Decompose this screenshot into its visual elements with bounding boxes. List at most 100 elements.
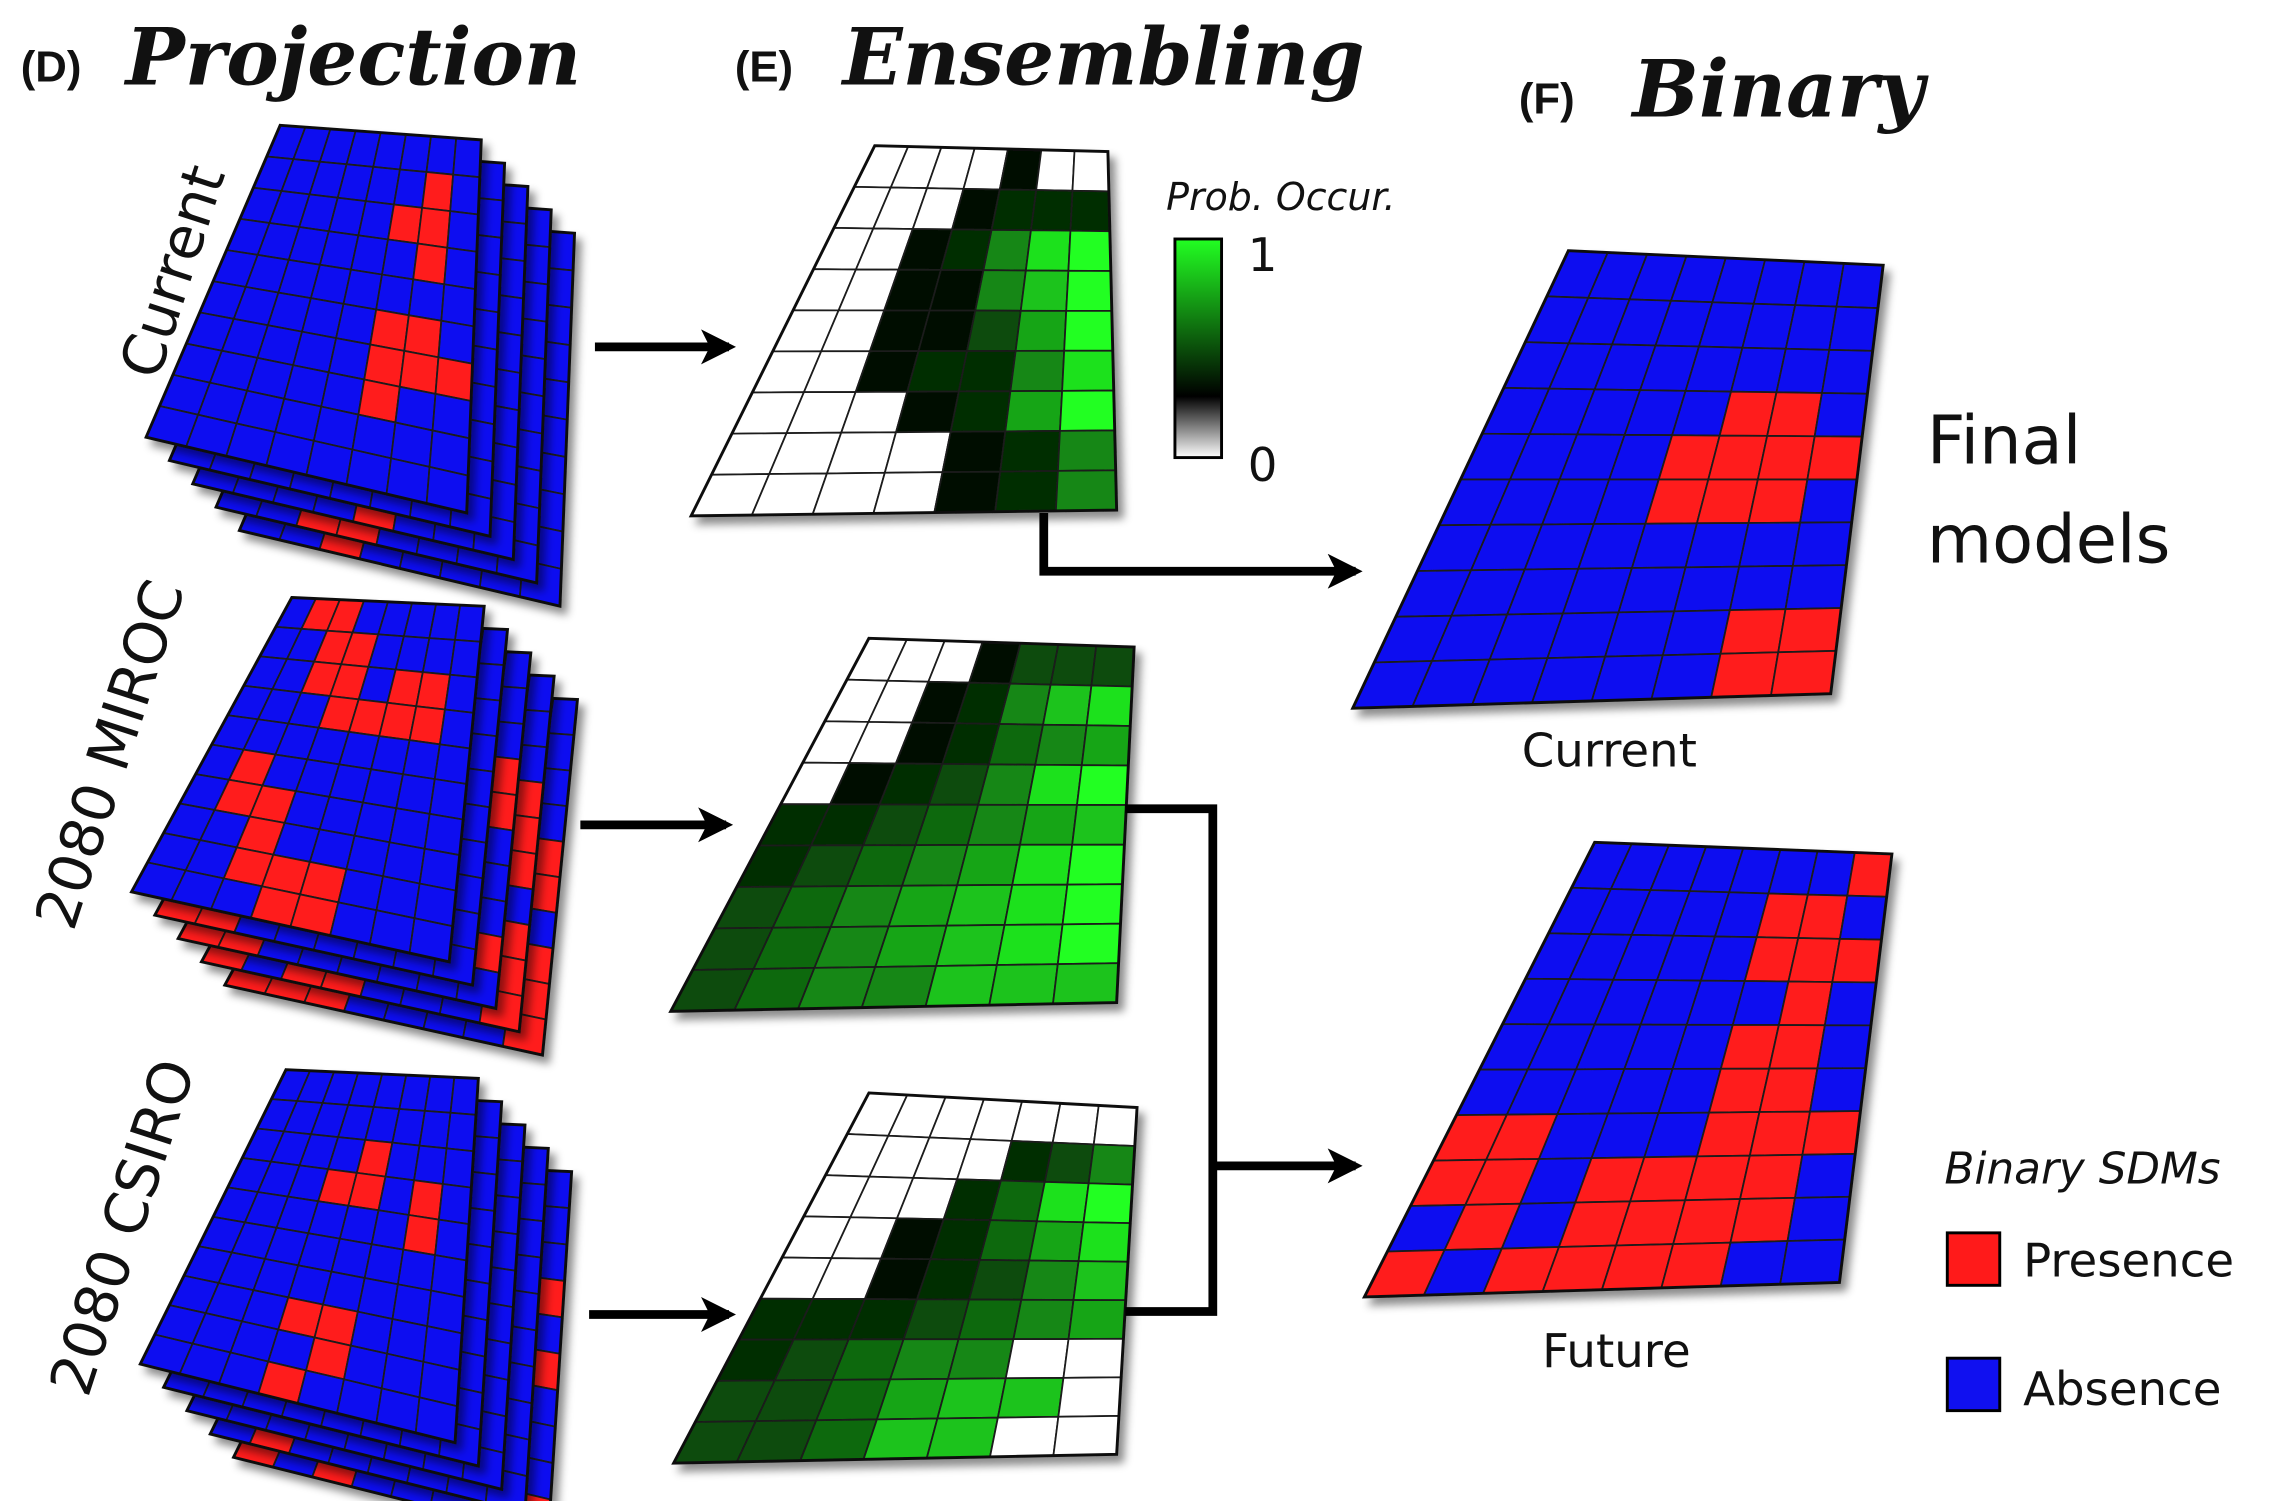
grid-cell	[957, 1298, 1023, 1341]
grid-cell	[977, 763, 1037, 806]
binary-legend: Binary SDMs Presence Absence	[1944, 1143, 2234, 1416]
panel-title-projection: (D) Projection	[21, 11, 581, 104]
grid-cell	[370, 1209, 410, 1251]
grid-outline	[688, 144, 1119, 518]
grid-cell	[1777, 980, 1834, 1027]
grid-cell	[1063, 309, 1114, 352]
grid-cell	[1786, 1195, 1851, 1242]
colorbar-max-label: 1	[1248, 228, 1278, 282]
colorbar-title: Prob. Occur.	[1166, 175, 1395, 219]
probability-colorbar: Prob. Occur. 1 0	[1166, 175, 1395, 492]
grid-cell	[1051, 1102, 1100, 1146]
grid-cell	[408, 705, 446, 746]
grid-cell	[416, 206, 452, 249]
projection-layer	[144, 123, 483, 515]
projection-layer	[138, 1068, 480, 1445]
grid-cell	[1673, 565, 1741, 613]
grid-cell	[1003, 883, 1069, 926]
panel-letter-e: (E)	[735, 43, 793, 92]
grid-cell	[430, 1254, 468, 1299]
grid-cell	[1043, 1141, 1095, 1185]
grid-cell	[872, 471, 944, 515]
grid-outline	[1350, 249, 1885, 710]
grid-cell	[407, 278, 446, 322]
grid-cell	[401, 739, 441, 781]
grid-cell	[1816, 1024, 1872, 1070]
grid-cell	[381, 238, 419, 281]
grid-cell	[989, 1179, 1046, 1223]
grid-cell	[1784, 304, 1838, 351]
grid-cell	[946, 1338, 1015, 1380]
projection-stack-2080-csiro	[138, 1068, 574, 1501]
grid-cell	[1052, 1415, 1120, 1457]
binary-map-current	[1350, 249, 1885, 710]
grid-cell	[402, 1213, 440, 1257]
grid-cell	[441, 1147, 475, 1189]
grid-cell	[440, 283, 477, 328]
grid-outline	[1361, 840, 1894, 1299]
grid-cell	[1061, 883, 1124, 926]
panel-title-ensembling: (E) Ensembling	[735, 11, 1365, 104]
grid-outline	[129, 595, 486, 964]
projection-stack-2080-miroc	[129, 595, 580, 1057]
grid-cell	[449, 638, 482, 679]
grid-cell	[1695, 478, 1759, 525]
grid-cell	[1069, 189, 1111, 233]
grid-cell	[1747, 478, 1809, 524]
grid-cell	[1041, 683, 1093, 727]
panel-letter-f: (F)	[1519, 75, 1575, 124]
grid-cell	[988, 1415, 1060, 1458]
grid-cell	[1057, 1376, 1123, 1418]
grid-cell	[445, 1111, 477, 1153]
grid-cell	[988, 963, 1059, 1006]
grid-cell	[1756, 434, 1816, 481]
grid-cell	[1092, 1104, 1138, 1147]
grid-cell	[1729, 1196, 1797, 1244]
grid-cell	[875, 1377, 950, 1421]
projection-layer	[129, 595, 486, 964]
grid-cell	[1077, 1221, 1132, 1263]
grid-cell	[1035, 149, 1076, 192]
grid-cell	[1799, 478, 1858, 524]
grid-cell	[1004, 389, 1064, 433]
grid-cell	[1020, 1259, 1080, 1301]
merge-bracket	[1125, 804, 1218, 1316]
colorbar-min-label: 0	[1248, 438, 1278, 492]
grid-cell	[1672, 1198, 1742, 1245]
grid-cell	[437, 1183, 473, 1226]
grid-cell	[342, 268, 384, 311]
grid-cell	[1661, 609, 1731, 657]
grid-cell	[1049, 643, 1098, 687]
grid-cell	[1065, 269, 1113, 312]
grid-cell	[403, 314, 443, 359]
grid-cell	[433, 743, 472, 786]
final-models-line2: models	[1927, 501, 2171, 579]
legend-absence-label: Absence	[2023, 1362, 2221, 1416]
grid-cell	[1028, 1220, 1085, 1263]
grid-cell	[1056, 922, 1122, 966]
grid-cell	[1835, 262, 1885, 309]
grid-cell	[998, 148, 1043, 191]
grid-cell	[412, 242, 449, 286]
grid-cell	[906, 350, 969, 393]
binary-map-current-label: Current	[1522, 724, 1697, 778]
ensemble-map-2080-csiro	[671, 1091, 1139, 1465]
flow-arrows	[580, 329, 1363, 1332]
grid-cell	[434, 1218, 470, 1262]
grid-cell	[1650, 652, 1722, 701]
grid-cell	[1085, 684, 1134, 727]
grid-cell	[1748, 1110, 1812, 1157]
grid-cell	[1738, 521, 1802, 568]
grid-cell	[1019, 269, 1070, 312]
grid-cell	[1769, 649, 1837, 697]
grid-cell	[1072, 1260, 1129, 1302]
grid-cell	[452, 137, 483, 179]
grid-cell	[1082, 1182, 1134, 1224]
grid-cell	[421, 171, 455, 213]
grid-cell	[423, 1075, 456, 1114]
grid-cell	[1071, 149, 1110, 193]
grid-cell	[1061, 349, 1115, 392]
grid-cell	[1828, 305, 1879, 352]
grid-cell	[966, 803, 1029, 846]
grid-cell	[428, 778, 468, 821]
